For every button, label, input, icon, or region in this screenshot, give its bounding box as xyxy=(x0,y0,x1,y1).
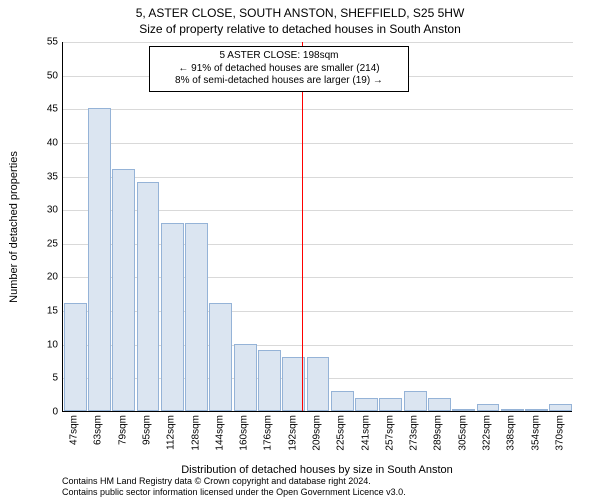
y-tick-label: 35 xyxy=(28,171,58,182)
x-tick-label: 128sqm xyxy=(190,415,201,451)
page-title-address: 5, ASTER CLOSE, SOUTH ANSTON, SHEFFIELD,… xyxy=(0,0,600,20)
x-tick-label: 95sqm xyxy=(142,415,153,445)
gridline-h xyxy=(63,109,573,110)
x-tick-label: 273sqm xyxy=(409,415,420,451)
histogram-chart: Number of detached properties 5 ASTER CL… xyxy=(62,42,572,412)
y-tick-label: 15 xyxy=(28,306,58,317)
histogram-bar xyxy=(88,108,111,411)
histogram-bar xyxy=(379,398,402,411)
histogram-bar xyxy=(64,303,87,411)
gridline-h xyxy=(63,143,573,144)
y-tick-label: 10 xyxy=(28,339,58,350)
y-tick-label: 20 xyxy=(28,272,58,283)
x-tick-label: 176sqm xyxy=(263,415,274,451)
x-tick-label: 370sqm xyxy=(554,415,565,451)
x-tick-label: 257sqm xyxy=(384,415,395,451)
y-axis-label: Number of detached properties xyxy=(8,151,20,303)
plot-area: 5 ASTER CLOSE: 198sqm← 91% of detached h… xyxy=(62,42,572,412)
histogram-bar xyxy=(452,409,475,411)
footer-line-1: Contains HM Land Registry data © Crown c… xyxy=(62,476,406,487)
page-title-subtitle: Size of property relative to detached ho… xyxy=(0,20,600,36)
y-tick-label: 0 xyxy=(28,407,58,418)
x-tick-label: 209sqm xyxy=(312,415,323,451)
annotation-line: 8% of semi-detached houses are larger (1… xyxy=(156,75,402,88)
x-tick-label: 47sqm xyxy=(69,415,80,445)
histogram-bar xyxy=(112,169,135,411)
y-tick-label: 25 xyxy=(28,238,58,249)
x-tick-label: 79sqm xyxy=(117,415,128,445)
x-tick-label: 160sqm xyxy=(239,415,250,451)
histogram-bar xyxy=(355,398,378,411)
x-axis-label: Distribution of detached houses by size … xyxy=(62,464,572,476)
x-tick-label: 322sqm xyxy=(482,415,493,451)
x-tick-label: 289sqm xyxy=(433,415,444,451)
histogram-bar xyxy=(161,223,184,411)
footer-line-2: Contains public sector information licen… xyxy=(62,487,406,498)
histogram-bar xyxy=(137,182,160,411)
histogram-bar xyxy=(258,350,281,411)
histogram-bar xyxy=(185,223,208,411)
histogram-bar xyxy=(234,344,257,411)
x-tick-label: 192sqm xyxy=(287,415,298,451)
x-tick-label: 338sqm xyxy=(506,415,517,451)
y-tick-label: 45 xyxy=(28,104,58,115)
histogram-bar xyxy=(549,404,572,411)
attribution-footer: Contains HM Land Registry data © Crown c… xyxy=(62,476,406,499)
histogram-bar xyxy=(209,303,232,411)
histogram-bar xyxy=(525,409,548,411)
y-tick-label: 30 xyxy=(28,205,58,216)
annotation-line: ← 91% of detached houses are smaller (21… xyxy=(156,63,402,76)
y-tick-label: 40 xyxy=(28,137,58,148)
x-tick-label: 144sqm xyxy=(214,415,225,451)
y-tick-label: 55 xyxy=(28,37,58,48)
marker-line xyxy=(302,42,303,411)
histogram-bar xyxy=(477,404,500,411)
y-tick-label: 50 xyxy=(28,70,58,81)
y-tick-label: 5 xyxy=(28,373,58,384)
histogram-bar xyxy=(428,398,451,411)
x-tick-label: 354sqm xyxy=(530,415,541,451)
gridline-h xyxy=(63,42,573,43)
gridline-h xyxy=(63,177,573,178)
x-tick-label: 225sqm xyxy=(336,415,347,451)
histogram-bar xyxy=(307,357,330,411)
annotation-box: 5 ASTER CLOSE: 198sqm← 91% of detached h… xyxy=(149,46,409,92)
histogram-bar xyxy=(331,391,354,411)
x-tick-label: 112sqm xyxy=(166,415,177,450)
x-tick-label: 63sqm xyxy=(93,415,104,445)
x-tick-label: 241sqm xyxy=(360,415,371,451)
x-tick-label: 305sqm xyxy=(457,415,468,451)
annotation-line: 5 ASTER CLOSE: 198sqm xyxy=(156,50,402,63)
histogram-bar xyxy=(501,409,524,411)
histogram-bar xyxy=(404,391,427,411)
